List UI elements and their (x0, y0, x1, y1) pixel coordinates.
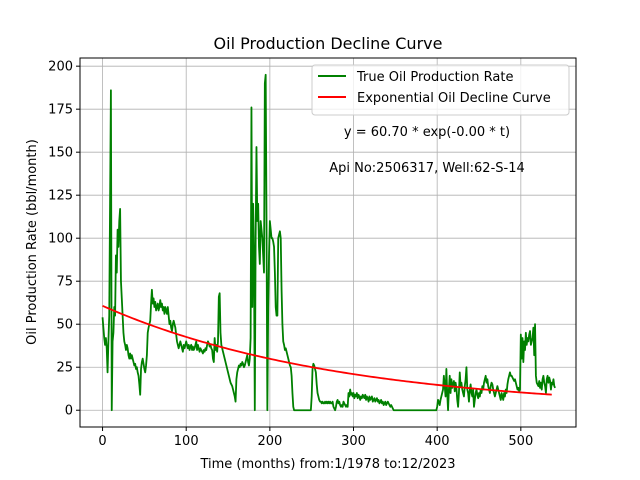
plot-frame (79, 57, 577, 428)
y-tick-label: 25 (56, 361, 73, 376)
x-axis: 0 100 200 300 400 500 (98, 427, 533, 449)
y-axis-label: Oil Production Rate (bbl/month) (25, 139, 40, 345)
series-line-exponential-decline-curve (102, 304, 552, 396)
legend-label-true-oil-production-rate: True Oil Production Rate (356, 70, 513, 85)
y-tick-label: 100 (48, 232, 73, 247)
series-line-true-oil-production-rate (101, 73, 556, 412)
x-tick-label: 200 (257, 434, 282, 449)
x-tick-label: 300 (341, 434, 366, 449)
equation-annotation: y = 60.70 * exp(-0.00 * t) (344, 125, 510, 140)
legend: True Oil Production Rate Exponential Oil… (311, 64, 570, 116)
y-axis: 0 25 50 75 100 125 150 175 200 (48, 60, 80, 419)
plot-area (101, 73, 556, 412)
y-tick-label: 50 (56, 318, 73, 333)
legend-label-exponential-decline-curve: Exponential Oil Decline Curve (357, 91, 551, 106)
well-annotation: Api No:2506317, Well:62-S-14 (329, 161, 525, 176)
x-tick-label: 0 (98, 434, 106, 449)
y-tick-label: 75 (56, 275, 73, 290)
y-tick-label: 125 (48, 189, 73, 204)
y-tick-label: 150 (48, 146, 73, 161)
y-tick-label: 200 (48, 60, 73, 75)
chart-title: Oil Production Decline Curve (214, 34, 443, 53)
x-tick-label: 500 (508, 434, 533, 449)
legend-frame (311, 64, 570, 116)
y-tick-label: 0 (65, 404, 73, 419)
x-axis-label: Time (months) from:1/1978 to:12/2023 (199, 457, 455, 472)
y-tick-label: 175 (48, 103, 73, 118)
x-tick-label: 400 (425, 434, 450, 449)
x-tick-label: 100 (174, 434, 199, 449)
